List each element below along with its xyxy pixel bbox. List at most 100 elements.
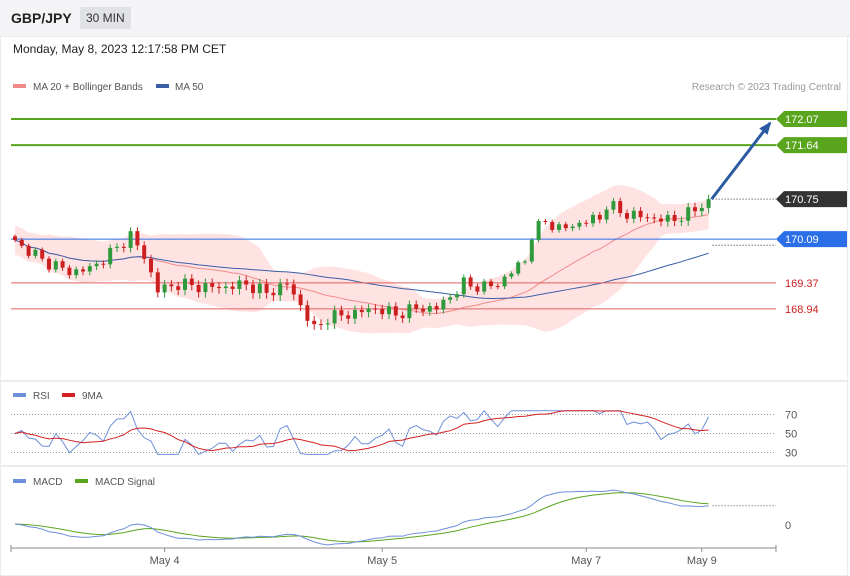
candle-body (427, 306, 432, 312)
candle-body (482, 281, 487, 292)
candle-body (400, 315, 405, 319)
candle-body (502, 276, 507, 287)
candle-body (237, 280, 242, 289)
candle-body (543, 220, 548, 222)
legend-swatch-ma50 (156, 84, 169, 88)
candle-body (40, 249, 45, 259)
candle-body (217, 286, 221, 289)
candle-body (699, 207, 704, 212)
candle-body (407, 304, 412, 319)
candle-body (563, 224, 568, 229)
candle-body (359, 310, 364, 313)
legend-label-macd-signal: MACD Signal (95, 477, 155, 488)
candle-body (346, 315, 351, 319)
candle-body (135, 231, 140, 246)
legend-label-ma50: MA 50 (175, 82, 204, 93)
candle-body (298, 294, 303, 306)
forecast-arrow-line (710, 122, 772, 201)
timeframe-button[interactable]: 30 MIN (80, 7, 131, 29)
forecast-arrow-head (759, 121, 772, 135)
legend-swatch-ma20 (13, 84, 26, 88)
x-axis-tick-label: May 9 (687, 555, 717, 567)
x-axis-tick-label: May 7 (571, 555, 601, 567)
candle-body (108, 247, 113, 265)
candle-body (47, 258, 51, 270)
candle-body (339, 310, 344, 316)
candle-body (557, 224, 561, 230)
x-axis-tick-label: May 4 (150, 555, 180, 567)
legend-label-rsi-ma: 9MA (82, 391, 103, 402)
macd-line (14, 489, 709, 546)
resistance-tag (776, 137, 847, 154)
candle-body (121, 246, 126, 248)
candle-body (162, 284, 167, 293)
candle-body (176, 286, 181, 290)
macd-signal-line (14, 492, 709, 543)
candle-body (230, 286, 235, 289)
candle-body (67, 267, 72, 276)
candle-body (380, 308, 385, 315)
candle-body (652, 217, 657, 219)
macd-zero-label: 0 (785, 520, 791, 532)
candle-body (604, 209, 609, 220)
candle-body (128, 231, 133, 248)
candle-body (325, 323, 330, 325)
symbol-label: GBP/JPY (11, 10, 72, 26)
candle-body (183, 278, 187, 290)
x-axis-tick-label: May 5 (367, 555, 397, 567)
candle-body (305, 305, 310, 321)
candle-body (577, 222, 582, 227)
candle-body (618, 201, 623, 214)
candle-body (461, 277, 466, 295)
candle-body (278, 283, 283, 296)
candle-body (475, 286, 480, 292)
candle-body (33, 249, 38, 256)
candle-body (509, 273, 514, 277)
candle-body (169, 284, 174, 287)
candle-body (516, 262, 521, 274)
candle-body (665, 215, 670, 222)
candle-body (319, 324, 323, 326)
candle-body (597, 214, 602, 220)
candle-body (210, 283, 215, 287)
candle-body (74, 269, 79, 276)
rsi-level-label: 30 (785, 448, 797, 460)
candle-body (679, 220, 684, 222)
candle-body (638, 210, 643, 218)
candle-body (495, 286, 500, 288)
legend-swatch-macd-signal (75, 479, 88, 483)
candle-body (223, 286, 228, 289)
candle-body (149, 258, 153, 273)
rsi-level-label: 70 (785, 410, 797, 422)
candle-body (448, 297, 453, 300)
candle-body (591, 214, 595, 224)
candle-body (706, 199, 711, 208)
bollinger-band (15, 184, 709, 334)
candle-body (60, 261, 65, 268)
candle-body (434, 306, 439, 310)
candle-body (659, 218, 663, 222)
candle-body (19, 239, 24, 246)
candle-body (529, 239, 534, 262)
candle-body (489, 281, 493, 287)
rsi-ma-line (14, 410, 709, 452)
candle-body (101, 263, 106, 265)
candle-body (13, 236, 17, 240)
candle-body (196, 284, 201, 293)
candle-body (53, 261, 58, 270)
candle-body (373, 308, 378, 310)
candle-body (81, 269, 85, 272)
resistance-label: 172.07 (785, 114, 819, 126)
candle-body (115, 246, 119, 248)
candle-body (523, 261, 527, 263)
candle-body (366, 308, 371, 313)
candle-body (26, 245, 31, 256)
legend-label-rsi: RSI (33, 391, 50, 402)
support-label: 168.94 (785, 304, 819, 316)
candle-body (312, 320, 317, 325)
candle-body (332, 310, 337, 324)
candle-body (468, 277, 473, 287)
candle-body (693, 207, 697, 212)
candle-body (271, 292, 276, 296)
candle-body (414, 304, 419, 309)
